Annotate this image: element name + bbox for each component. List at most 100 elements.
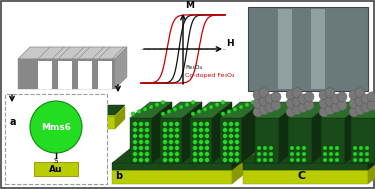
Circle shape [323,146,327,150]
Circle shape [223,140,227,144]
Polygon shape [160,102,202,118]
Circle shape [199,146,203,150]
Circle shape [361,103,371,112]
Circle shape [145,128,149,132]
Circle shape [223,122,227,126]
Circle shape [235,146,239,150]
Polygon shape [288,118,312,163]
Text: a: a [10,117,16,127]
Text: H: H [226,39,234,48]
Circle shape [223,146,227,150]
Circle shape [169,128,173,132]
Text: Fe₃O₄: Fe₃O₄ [185,65,202,70]
Circle shape [193,128,197,132]
Polygon shape [288,102,332,118]
Circle shape [323,158,327,162]
Circle shape [304,100,314,110]
Circle shape [302,152,306,156]
Circle shape [263,158,267,162]
Circle shape [145,140,149,144]
Circle shape [199,152,203,156]
Circle shape [133,128,137,132]
Polygon shape [115,107,125,129]
Circle shape [175,140,179,144]
Circle shape [175,128,179,132]
Circle shape [290,158,294,162]
Circle shape [133,158,137,162]
Circle shape [353,158,357,162]
Circle shape [163,128,167,132]
Polygon shape [10,105,20,117]
Circle shape [169,140,173,144]
Circle shape [302,158,306,162]
Circle shape [257,146,261,150]
Circle shape [215,103,219,107]
Circle shape [193,152,197,156]
Circle shape [139,140,143,144]
Circle shape [169,122,173,126]
FancyBboxPatch shape [311,9,325,89]
Circle shape [353,152,357,156]
Circle shape [199,122,203,126]
Polygon shape [243,147,375,163]
Circle shape [131,112,135,116]
Polygon shape [190,118,212,163]
Circle shape [259,96,269,106]
Circle shape [229,140,233,144]
Circle shape [325,96,335,106]
Polygon shape [10,107,125,117]
Polygon shape [190,102,232,118]
Circle shape [304,92,314,102]
Circle shape [257,152,261,156]
Circle shape [359,158,363,162]
Circle shape [335,158,339,162]
Circle shape [175,146,179,150]
Circle shape [209,105,213,109]
Circle shape [149,105,153,109]
Circle shape [229,158,233,162]
Circle shape [245,103,249,107]
Circle shape [269,158,273,162]
Circle shape [205,152,209,156]
Circle shape [199,128,203,132]
Circle shape [137,110,141,114]
Circle shape [337,92,347,102]
Circle shape [367,100,375,110]
Polygon shape [321,118,345,163]
Circle shape [365,152,369,156]
Circle shape [199,158,203,162]
Circle shape [139,122,143,126]
Circle shape [163,158,167,162]
Circle shape [263,152,267,156]
Circle shape [193,140,197,144]
FancyBboxPatch shape [58,61,72,89]
Polygon shape [112,147,252,163]
Circle shape [298,103,308,112]
Circle shape [173,107,177,111]
Circle shape [349,107,359,117]
Circle shape [185,103,189,107]
Circle shape [175,152,179,156]
Text: Au: Au [49,164,63,174]
Circle shape [361,94,371,104]
Circle shape [335,152,339,156]
Circle shape [253,90,263,100]
Polygon shape [112,154,252,170]
Circle shape [139,158,143,162]
Circle shape [205,128,209,132]
Polygon shape [242,102,262,163]
Circle shape [296,152,300,156]
Circle shape [233,107,237,111]
Polygon shape [10,107,20,129]
Circle shape [169,158,173,162]
Circle shape [163,152,167,156]
Circle shape [292,88,302,98]
Polygon shape [10,117,115,129]
Polygon shape [220,102,262,118]
Circle shape [193,158,197,162]
Circle shape [253,98,263,108]
Circle shape [229,122,233,126]
Circle shape [331,103,341,112]
Polygon shape [130,118,152,163]
Circle shape [155,103,159,107]
